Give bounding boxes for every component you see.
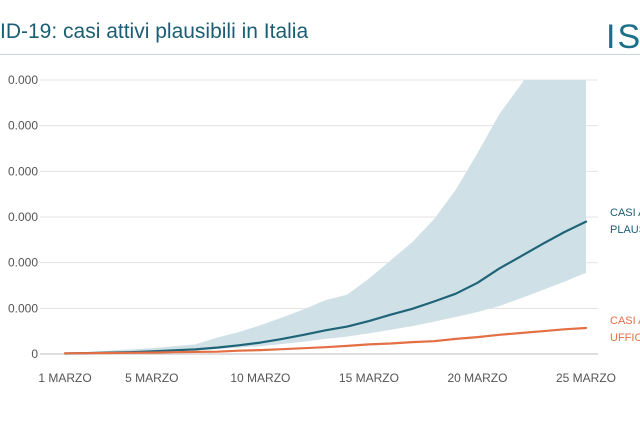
header-divider xyxy=(0,54,640,55)
x-tick-label: 10 MARZO xyxy=(230,371,290,385)
x-tick-label: 5 MARZO xyxy=(125,371,178,385)
legend-ufficiali-line1: CASI A xyxy=(610,315,640,327)
series-lines xyxy=(63,220,588,355)
confidence-band xyxy=(65,80,586,354)
y-tick-label: 0.000 xyxy=(8,119,38,133)
y-tick-label: 0.000 xyxy=(8,73,38,87)
x-axis-ticks: 1 MARZO 5 MARZO 10 MARZO 15 MARZO 20 MARZO 25… xyxy=(38,371,616,385)
y-tick-label: 0.000 xyxy=(8,301,38,315)
legend-ufficiali: CASI A UFFICI xyxy=(610,313,640,347)
x-tick-label: 15 MARZO xyxy=(339,371,399,385)
legend-ufficiali-line2: UFFICI xyxy=(610,332,640,344)
x-tick-label: 20 MARZO xyxy=(447,371,507,385)
y-axis-ticks: 0 0.000 0.000 0.000 0.000 0.000 0.000 xyxy=(8,73,38,361)
legend-plausibili: CASI A PLAUS xyxy=(610,205,640,239)
plausible-cases-line xyxy=(63,220,588,355)
chart-title: VID-19: casi attivi plausibili in Italia xyxy=(0,20,309,43)
y-tick-label: 0.000 xyxy=(8,164,38,178)
x-tick-label: 1 MARZO xyxy=(38,371,91,385)
logo: IS xyxy=(606,18,640,56)
legend-plausibili-line1: CASI A xyxy=(610,207,640,219)
confidence-band-layer xyxy=(65,80,586,354)
y-tick-label: 0.000 xyxy=(8,210,38,224)
x-tick-label: 25 MARZO xyxy=(556,371,616,385)
y-tick-label: 0.000 xyxy=(8,256,38,270)
legend-plausibili-line2: PLAUS xyxy=(610,224,640,236)
y-tick-label: 0 xyxy=(31,347,38,361)
official-cases-line xyxy=(63,326,588,355)
